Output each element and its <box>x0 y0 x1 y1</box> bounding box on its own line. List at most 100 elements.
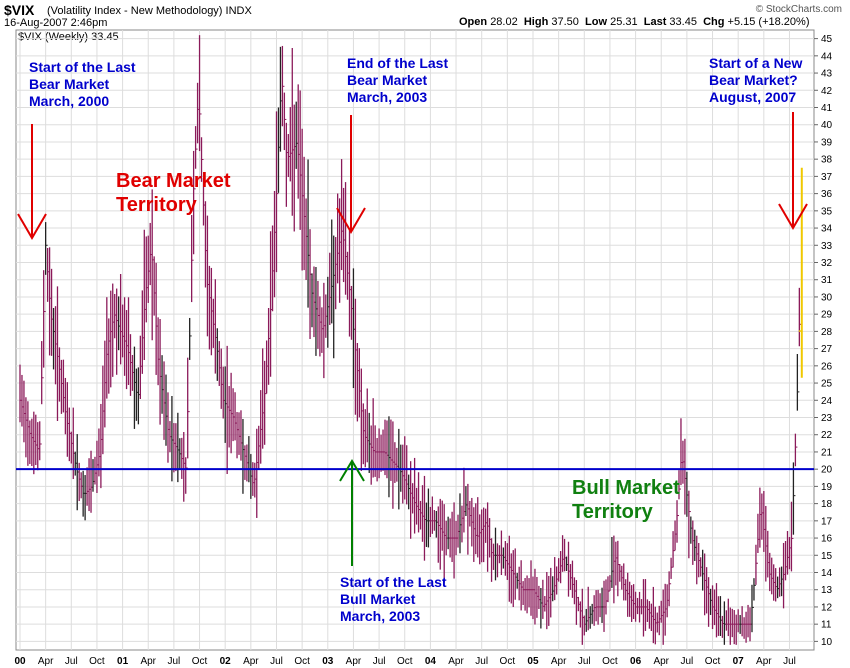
x-tick-label: Jul <box>167 656 180 667</box>
brand-watermark[interactable]: © StockCharts.com <box>755 4 842 15</box>
grid-lines <box>16 30 814 650</box>
territory-line: Territory <box>572 501 654 523</box>
y-axis-ticks: 10 11 12 13 14 15 16 17 18 19 20 21 22 23 24 25 26 27 28 29… <box>814 34 833 648</box>
x-tick-label: Apr <box>140 656 156 667</box>
y-tick-label: 34 <box>821 224 833 235</box>
x-tick-label: Apr <box>653 656 669 667</box>
open-value: 28.02 <box>490 16 518 28</box>
arrow-head <box>17 213 47 240</box>
y-tick-label: 12 <box>821 602 833 613</box>
x-tick-label: Oct <box>397 656 413 667</box>
annotation-arrows <box>17 112 808 566</box>
x-tick-label: Oct <box>500 656 516 667</box>
x-tick-label: Oct <box>294 656 310 667</box>
y-tick-label: 42 <box>821 86 833 97</box>
x-tick-label: 05 <box>527 656 539 667</box>
annotation-end-last-bear: End of the Last Bear Market March, 2003 <box>347 55 448 105</box>
x-tick-label: Jul <box>65 656 78 667</box>
y-tick-label: 16 <box>821 534 833 545</box>
y-tick-label: 26 <box>821 361 833 372</box>
y-tick-label: 41 <box>821 103 833 114</box>
territory-line: Territory <box>116 194 198 216</box>
annotation-line: March, 2003 <box>347 89 427 105</box>
y-tick-label: 45 <box>821 34 833 45</box>
y-tick-label: 18 <box>821 499 833 510</box>
y-tick-label: 19 <box>821 482 833 493</box>
annotation-start-new-bear: Start of a New Bear Market? August, 2007 <box>709 55 802 105</box>
y-tick-label: 35 <box>821 206 833 217</box>
x-tick-label: Apr <box>756 656 772 667</box>
annotation-line: Bull Market <box>340 591 416 607</box>
annotation-line: Start of a New <box>709 55 802 71</box>
x-axis-ticks: 00 Apr Jul Oct 01 Apr Jul Oct 02 Apr Jul Oct 03 Apr Ju… <box>14 656 795 667</box>
annotation-start-last-bull: Start of the Last Bull Market March, 200… <box>340 574 447 624</box>
arrow-head <box>339 459 365 482</box>
last-value: 33.45 <box>669 16 697 28</box>
y-tick-label: 44 <box>821 51 833 62</box>
annotation-line: March, 2000 <box>29 93 109 109</box>
annotation-line: Start of the Last <box>340 574 447 590</box>
x-tick-label: 07 <box>733 656 745 667</box>
low-value: 25.31 <box>610 16 638 28</box>
x-tick-label: Oct <box>705 656 721 667</box>
y-tick-label: 28 <box>821 327 833 338</box>
x-tick-label: 04 <box>425 656 437 667</box>
x-tick-label: Apr <box>448 656 464 667</box>
y-tick-label: 30 <box>821 292 833 303</box>
y-tick-label: 25 <box>821 379 833 390</box>
annotation-start-last-bear: Start of the Last Bear Market March, 200… <box>29 59 136 109</box>
annotation-line: Bear Market <box>29 76 109 92</box>
x-tick-label: 03 <box>322 656 334 667</box>
open-label: Open <box>459 16 488 28</box>
series-legend: $VIX (Weekly) 33.45 <box>18 31 119 43</box>
annotation-line: March, 2003 <box>340 608 420 624</box>
ticker-symbol: $VIX <box>4 2 35 18</box>
y-tick-label: 15 <box>821 551 833 562</box>
y-tick-label: 32 <box>821 258 833 269</box>
x-tick-label: Jul <box>270 656 283 667</box>
x-tick-label: Oct <box>89 656 105 667</box>
y-tick-label: 11 <box>821 620 832 631</box>
annotation-line: Bear Market <box>347 72 427 88</box>
high-label: High <box>523 16 549 28</box>
y-tick-label: 21 <box>821 447 833 458</box>
annotation-line: End of the Last <box>347 55 448 71</box>
x-tick-label: Jul <box>783 656 796 667</box>
x-tick-label: Apr <box>346 656 362 667</box>
chart-description: (Volatility Index - New Methodology) IND… <box>47 5 252 17</box>
x-tick-label: Apr <box>551 656 567 667</box>
x-tick-label: Apr <box>38 656 54 667</box>
last-label: Last <box>643 16 667 28</box>
territory-line: Bear Market <box>116 170 231 192</box>
x-tick-label: Jul <box>475 656 488 667</box>
y-tick-label: 13 <box>821 585 833 596</box>
y-tick-label: 31 <box>821 275 833 286</box>
annotation-line: Bear Market? <box>709 72 798 88</box>
bull-market-territory-label: Bull Market Territory <box>572 477 680 523</box>
x-tick-label: 00 <box>14 656 26 667</box>
y-tick-label: 14 <box>821 568 833 579</box>
x-tick-label: Apr <box>243 656 259 667</box>
y-tick-label: 27 <box>821 344 833 355</box>
annotation-line: Start of the Last <box>29 59 136 75</box>
chg-label: Chg <box>703 16 725 28</box>
price-bars <box>19 35 803 645</box>
y-tick-label: 23 <box>821 413 833 424</box>
bear-market-territory-label: Bear Market Territory <box>116 170 231 216</box>
territory-line: Bull Market <box>572 477 680 499</box>
high-value: 37.50 <box>551 16 579 28</box>
x-tick-label: 01 <box>117 656 129 667</box>
y-tick-label: 39 <box>821 137 833 148</box>
y-tick-label: 17 <box>821 516 833 527</box>
arrow-head <box>336 207 366 234</box>
x-tick-label: Jul <box>680 656 693 667</box>
annotation-line: August, 2007 <box>709 89 796 105</box>
y-tick-label: 36 <box>821 189 833 200</box>
y-tick-label: 43 <box>821 69 833 80</box>
y-tick-label: 33 <box>821 241 833 252</box>
y-tick-label: 38 <box>821 155 833 166</box>
y-tick-label: 29 <box>821 310 833 321</box>
x-tick-label: Oct <box>602 656 618 667</box>
x-tick-label: Jul <box>373 656 386 667</box>
